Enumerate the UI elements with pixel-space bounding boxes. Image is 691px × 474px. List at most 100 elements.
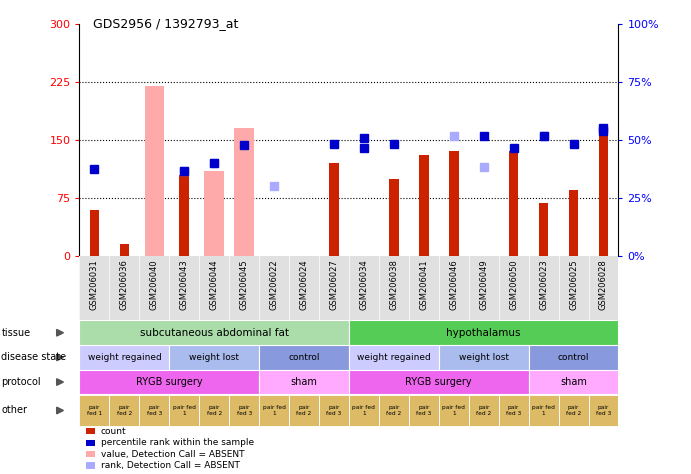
Text: GSM206025: GSM206025 [569,259,578,310]
Text: GSM206024: GSM206024 [299,259,309,310]
Text: pair fed
1: pair fed 1 [532,405,555,416]
Bar [169,345,259,370]
Text: GSM206023: GSM206023 [539,259,548,310]
Bar [169,395,199,426]
Text: pair
fed 3: pair fed 3 [596,405,611,416]
Text: GSM206050: GSM206050 [509,259,518,310]
Text: GSM206022: GSM206022 [269,259,278,310]
Text: weight regained: weight regained [88,353,161,362]
Bar [180,175,189,256]
Bar [419,155,428,256]
Bar [79,320,349,345]
Text: count: count [101,427,126,436]
Bar [509,152,518,256]
Bar [289,395,319,426]
Bar [259,395,289,426]
Bar [569,190,578,256]
Text: control: control [558,353,589,362]
Text: sham: sham [291,377,317,387]
Text: pair
fed 3: pair fed 3 [146,405,162,416]
Text: weight lost: weight lost [459,353,509,362]
Text: pair
fed 2: pair fed 2 [117,405,132,416]
Text: pair fed
1: pair fed 1 [352,405,375,416]
Text: GSM206036: GSM206036 [120,259,129,310]
Bar [259,345,349,370]
Bar [79,345,169,370]
Bar [109,395,140,426]
Text: pair fed
1: pair fed 1 [173,405,196,416]
Bar [79,256,618,320]
Text: protocol: protocol [1,377,41,387]
Text: pair
fed 3: pair fed 3 [326,405,341,416]
Bar [558,395,589,426]
Text: GSM206044: GSM206044 [209,259,219,310]
Bar [529,345,618,370]
Text: GDS2956 / 1392793_at: GDS2956 / 1392793_at [93,17,238,29]
Text: pair
fed 1: pair fed 1 [87,405,102,416]
Bar [439,345,529,370]
Bar [598,136,608,256]
Text: GSM206031: GSM206031 [90,259,99,310]
Bar [199,395,229,426]
Bar [409,395,439,426]
Text: tissue: tissue [1,328,30,338]
Bar [319,395,349,426]
Bar [349,320,618,345]
Text: pair fed
1: pair fed 1 [442,405,465,416]
Bar [349,370,529,394]
Text: sham: sham [560,377,587,387]
Text: pair fed
1: pair fed 1 [263,405,285,416]
Text: GSM206038: GSM206038 [389,259,399,310]
Text: GSM206034: GSM206034 [359,259,368,310]
Bar [349,345,439,370]
Text: hypothalamus: hypothalamus [446,328,521,338]
Text: GSM206027: GSM206027 [330,259,339,310]
Text: pair
fed 3: pair fed 3 [236,405,252,416]
Bar [144,86,164,256]
Text: GSM206041: GSM206041 [419,259,428,310]
Bar [379,395,409,426]
Bar [468,395,499,426]
Text: value, Detection Call = ABSENT: value, Detection Call = ABSENT [101,450,245,458]
Bar [589,395,618,426]
Text: pair
fed 2: pair fed 2 [296,405,312,416]
Bar [229,395,259,426]
Bar [90,210,100,256]
Text: subcutaneous abdominal fat: subcutaneous abdominal fat [140,328,289,338]
Text: pair
fed 2: pair fed 2 [386,405,401,416]
Text: GSM206049: GSM206049 [479,259,489,310]
Text: rank, Detection Call = ABSENT: rank, Detection Call = ABSENT [101,461,240,470]
Text: RYGB surgery: RYGB surgery [406,377,472,387]
Bar [329,163,339,256]
Text: GSM206045: GSM206045 [240,259,249,310]
Bar [140,395,169,426]
Bar [79,395,109,426]
Text: control: control [288,353,320,362]
Text: GSM206028: GSM206028 [599,259,608,310]
Bar [259,370,349,394]
Bar [539,203,549,256]
Text: pair
fed 2: pair fed 2 [207,405,222,416]
Text: GSM206046: GSM206046 [449,259,458,310]
Bar [79,370,259,394]
Text: pair
fed 2: pair fed 2 [566,405,581,416]
Bar [529,370,618,394]
Bar [349,395,379,426]
Text: disease state: disease state [1,352,66,363]
Text: pair
fed 2: pair fed 2 [476,405,491,416]
Text: percentile rank within the sample: percentile rank within the sample [101,438,254,447]
Text: other: other [1,405,28,416]
Bar [234,128,254,256]
Bar [389,179,399,256]
Bar [529,395,558,426]
Bar [449,152,459,256]
Text: GSM206043: GSM206043 [180,259,189,310]
Text: weight lost: weight lost [189,353,239,362]
Bar [120,245,129,256]
Bar [205,171,224,256]
Text: pair
fed 3: pair fed 3 [506,405,521,416]
Text: pair
fed 3: pair fed 3 [416,405,431,416]
Bar [439,395,468,426]
Bar [499,395,529,426]
Text: GSM206040: GSM206040 [150,259,159,310]
